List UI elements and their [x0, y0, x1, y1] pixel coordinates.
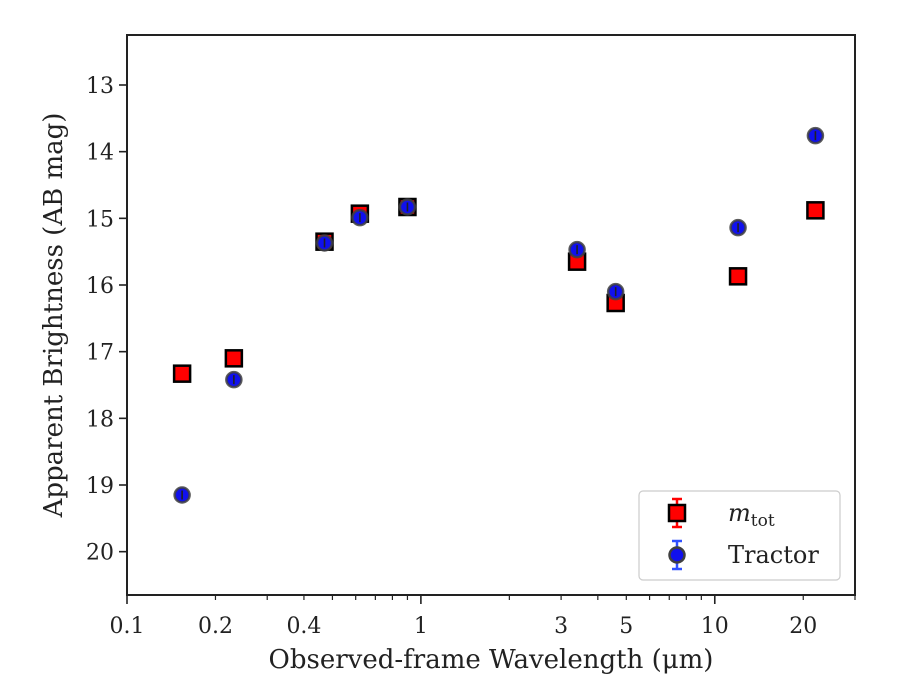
legend-label: mtot [728, 499, 775, 531]
legend: mtot Tractor [638, 490, 841, 581]
x-tick-label: 1 [414, 614, 428, 639]
x-tick-label: 20 [789, 614, 817, 639]
x-tick-label: 5 [619, 614, 633, 639]
y-tick-label: 19 [86, 474, 114, 499]
mtot-point [728, 267, 748, 286]
y-tick-label: 16 [86, 274, 114, 299]
legend-box [638, 490, 841, 581]
y-tick-label: 15 [86, 207, 114, 232]
x-tick-label: 0.2 [198, 614, 233, 639]
x-tick-label: 0.1 [110, 614, 145, 639]
x-axis-ticks: 0.1 0.2 0.4 1 3 5 10 20 [110, 614, 818, 639]
y-tick-label: 18 [86, 407, 114, 432]
x-axis-label: Observed-frame Wavelength (μm) [269, 645, 714, 675]
y-tick-label: 14 [86, 141, 114, 166]
legend-square-marker [667, 503, 687, 523]
mtot-point [806, 201, 825, 220]
mtot-point [172, 364, 192, 383]
plot-frame [126, 34, 856, 596]
data-points [172, 126, 825, 504]
y-tick-label: 13 [86, 74, 114, 99]
y-axis-ticks: 13 14 15 16 17 18 19 20 [86, 74, 127, 566]
legend-circle-marker [668, 546, 686, 564]
x-tick-label: 3 [554, 614, 568, 639]
x-tick-label: 10 [701, 614, 729, 639]
y-tick-label: 17 [86, 341, 114, 366]
mtot-point [224, 349, 244, 368]
y-tick-label: 20 [86, 541, 114, 566]
x-minor-ticks [126, 595, 856, 604]
y-axis-label: Apparent Brightness (AB mag) [39, 113, 69, 519]
legend-label: Tractor [728, 541, 819, 569]
x-tick-label: 0.4 [286, 614, 321, 639]
